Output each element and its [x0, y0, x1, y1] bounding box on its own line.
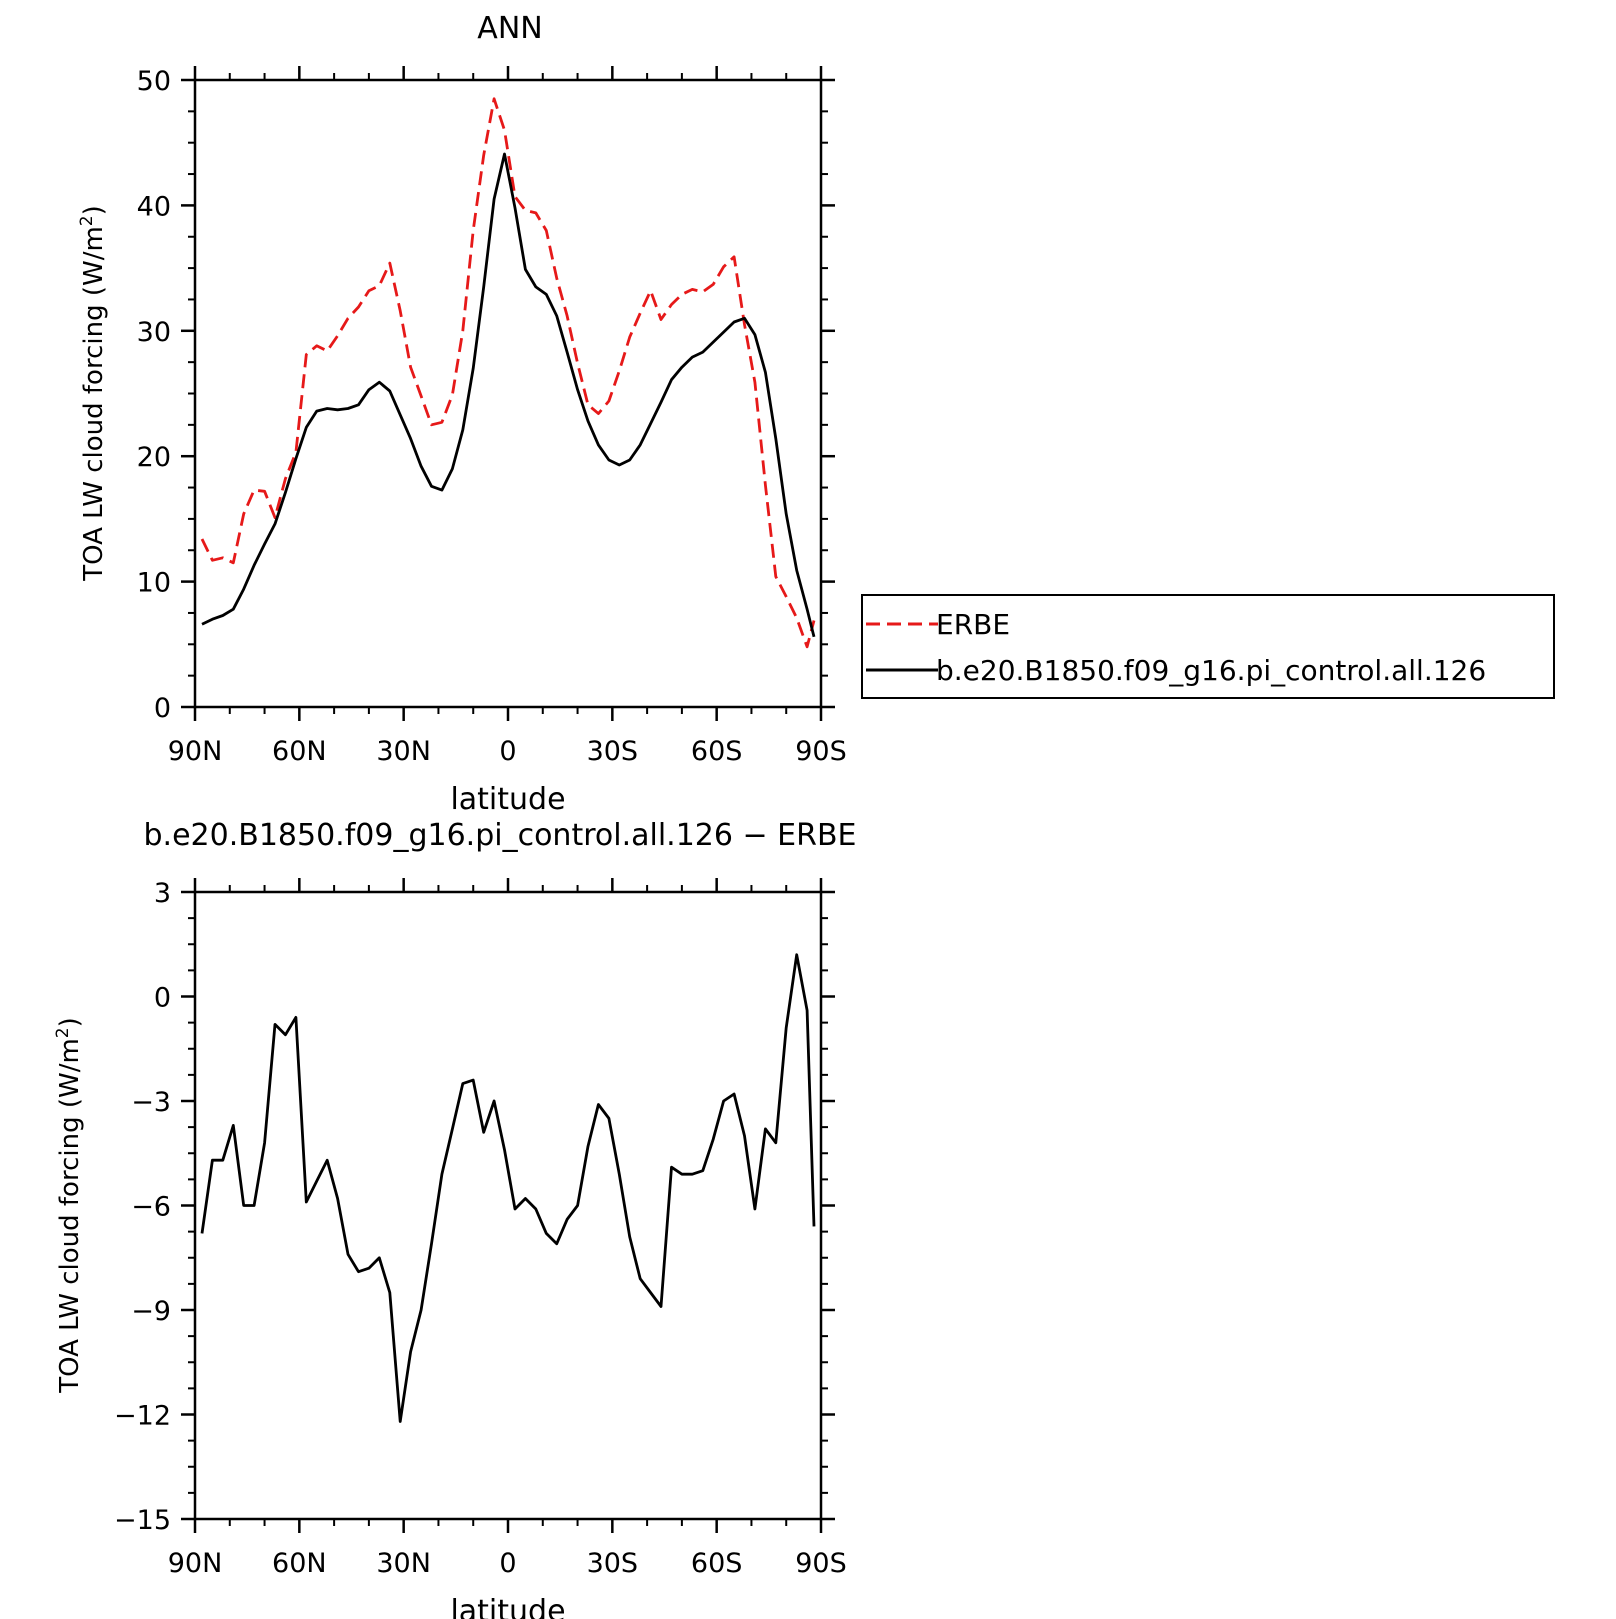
x-tick-label: 90N	[168, 736, 223, 767]
x-tick-label: 30S	[587, 1548, 639, 1579]
y-tick-label: −15	[114, 1505, 171, 1536]
series-line-difference	[200, 953, 816, 1423]
legend-label-erbe: ERBE	[936, 608, 1010, 641]
y-tick-label: −12	[114, 1401, 171, 1432]
top-series-group	[200, 97, 816, 649]
top-chart-title: ANN	[477, 11, 542, 46]
legend-label-model: b.e20.B1850.f09_g16.pi_control.all.126	[936, 654, 1486, 687]
y-tick-label: 10	[137, 568, 171, 599]
bottom-y-axis: 3 0 −3 −6 −9 −12 −15	[114, 878, 835, 1536]
y-tick-label: 0	[154, 693, 171, 724]
y-tick-label: −6	[131, 1192, 171, 1223]
y-tick-label: 0	[154, 983, 171, 1014]
legend: ERBE b.e20.B1850.f09_g16.pi_control.all.…	[861, 594, 1555, 699]
y-tick-label: 3	[154, 878, 171, 909]
bottom-y-axis-label: TOA LW cloud forcing (W/m2)	[53, 1017, 85, 1394]
x-tick-label: 60S	[691, 1548, 743, 1579]
y-tick-label: −3	[131, 1087, 171, 1118]
x-tick-label: 30N	[376, 1548, 431, 1579]
top-x-axis-label: latitude	[450, 782, 565, 817]
x-tick-label: 0	[499, 1548, 516, 1579]
x-tick-label: 60S	[691, 736, 743, 767]
bottom-x-axis-label: latitude	[450, 1594, 565, 1619]
y-tick-label: 30	[137, 317, 171, 348]
series-line-erbe	[200, 97, 816, 649]
series-line-model	[201, 152, 816, 638]
top-x-axis: 90N 60N 30N 0 30S 60S 90S	[168, 66, 847, 767]
x-tick-label: 30S	[587, 736, 639, 767]
x-tick-label: 30N	[376, 736, 431, 767]
x-tick-label: 60N	[272, 1548, 327, 1579]
x-tick-label: 90N	[168, 1548, 223, 1579]
x-tick-label: 0	[499, 736, 516, 767]
top-chart: ANN 0 10 20 30 40 50 90N 60N 30N 0 30S 60S 90S lati…	[77, 11, 1555, 817]
bottom-x-axis: 90N 60N 30N 0 30S 60S 90S	[168, 878, 847, 1579]
top-y-axis: 0 10 20 30 40 50	[137, 66, 835, 724]
y-tick-label: 40	[137, 191, 171, 222]
x-tick-label: 90S	[795, 736, 847, 767]
bottom-series-group	[200, 953, 816, 1423]
bottom-chart-title: b.e20.B1850.f09_g16.pi_control.all.126 −…	[144, 818, 857, 853]
y-tick-label: 50	[137, 66, 171, 97]
top-y-axis-label: TOA LW cloud forcing (W/m2)	[77, 205, 109, 582]
x-tick-label: 60N	[272, 736, 327, 767]
y-tick-label: 20	[137, 442, 171, 473]
bottom-plot-frame	[193, 890, 823, 1521]
x-tick-label: 90S	[795, 1548, 847, 1579]
bottom-chart: b.e20.B1850.f09_g16.pi_control.all.126 −…	[53, 818, 857, 1619]
legend-box	[861, 594, 1555, 699]
y-tick-label: −9	[131, 1296, 171, 1327]
